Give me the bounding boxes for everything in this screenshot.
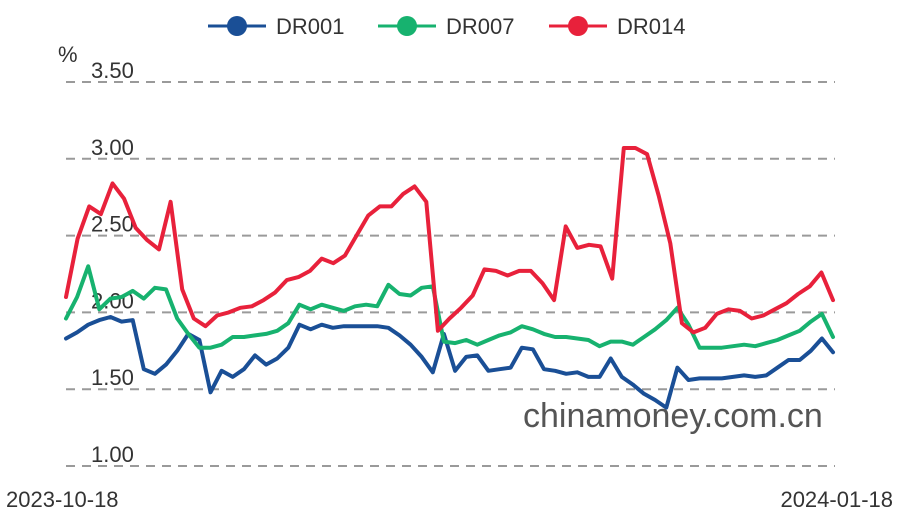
y-tick-label: 3.50 (91, 58, 134, 83)
series-lines (64, 146, 835, 410)
watermark-text: chinamoney.com.cn (523, 397, 823, 435)
legend-item-dr007[interactable]: DR007 (378, 14, 514, 39)
y-tick-label: 3.00 (91, 135, 134, 160)
y-axis-unit: % (58, 42, 78, 67)
y-tick-label: 2.50 (91, 212, 134, 237)
legend-label: DR007 (446, 14, 514, 39)
legend-swatch-marker (568, 16, 588, 36)
legend-label: DR014 (617, 14, 685, 39)
legend-label: DR001 (276, 14, 344, 39)
y-tick-label: 1.00 (91, 442, 134, 467)
legend-item-dr001[interactable]: DR001 (208, 14, 344, 39)
gridlines (66, 81, 835, 467)
series-line-dr007 (64, 264, 835, 350)
y-axis-ticks: 3.503.002.502.001.501.00 (91, 58, 134, 467)
legend-swatch-marker (397, 16, 417, 36)
legend[interactable]: DR001 DR007 DR014 (208, 14, 685, 39)
series-line-dr014 (64, 146, 835, 335)
x-axis-end-label: 2024-01-18 (780, 487, 893, 512)
series-line-dr001 (64, 315, 835, 410)
y-tick-label: 1.50 (91, 365, 134, 390)
legend-item-dr014[interactable]: DR014 (549, 14, 685, 39)
x-axis-start-label: 2023-10-18 (6, 487, 119, 512)
legend-swatch-marker (227, 16, 247, 36)
